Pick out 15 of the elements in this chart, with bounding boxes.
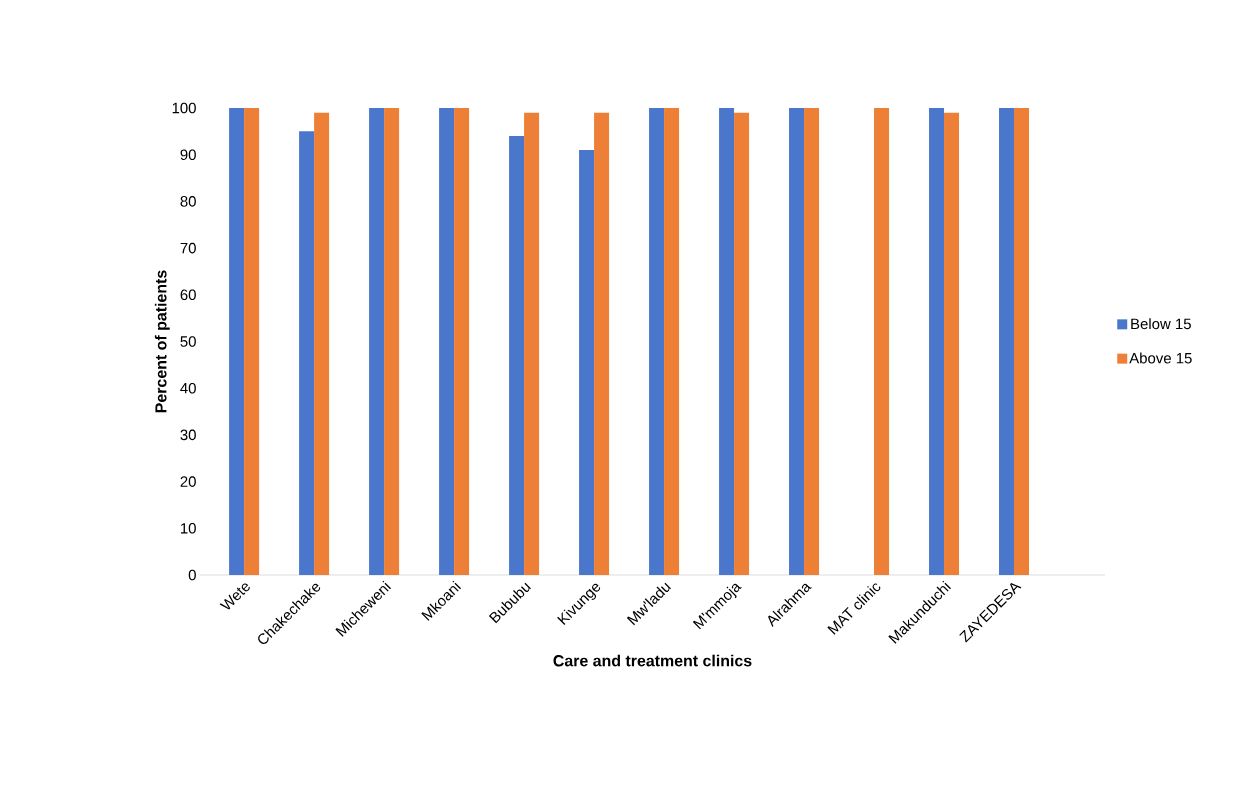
y-tick-label: 70 [180, 242, 196, 254]
legend-label: Below 15 [1131, 318, 1191, 330]
y-axis-title: Percent of patients [154, 270, 170, 413]
y-tick-label: 50 [180, 336, 196, 347]
legend-label: Above 15 [1129, 352, 1192, 364]
y-tick-label: 80 [180, 196, 196, 207]
y-tick-label: 20 [180, 476, 196, 487]
y-tick-label: 100 [172, 102, 196, 114]
y-tick-label: 40 [180, 382, 196, 394]
y-tick-label: 10 [181, 523, 196, 534]
y-tick-label: 30 [180, 429, 196, 441]
y-tick-label: 0 [188, 569, 196, 581]
y-tick-label: 90 [180, 149, 196, 160]
y-tick-label: 60 [180, 289, 196, 301]
x-axis-title: Care and treatment clinics [553, 654, 752, 667]
